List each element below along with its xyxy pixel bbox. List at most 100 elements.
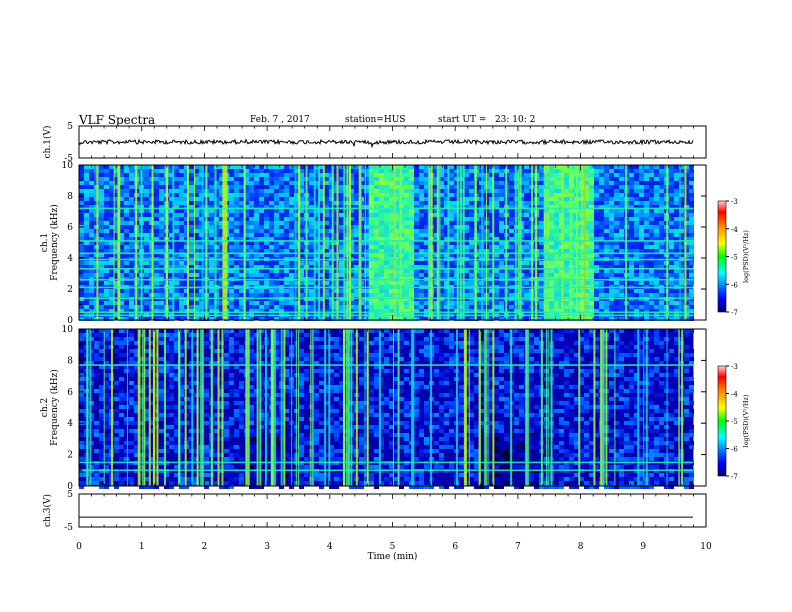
- sferic-streak: [456, 165, 459, 320]
- sferic-streak: [217, 329, 220, 486]
- sferic-streaks: [96, 165, 687, 320]
- station-label: station=HUS: [345, 115, 406, 125]
- sferic-streak: [225, 165, 228, 320]
- y-tick-label: 0: [67, 316, 73, 326]
- sferic-streak: [156, 329, 159, 486]
- sferic-streak: [394, 165, 397, 320]
- sferic-streak: [212, 329, 214, 486]
- sferic-streak: [412, 329, 415, 486]
- time-axis: 0 1 2 3 4 5 6 7 8 9 10 Time (min): [76, 126, 712, 562]
- ch1-colorbar: -3 -4 -5 -6 -7 log(PSD)(V²/Hz): [717, 198, 750, 317]
- x-tick-label: 2: [202, 542, 208, 552]
- sferic-streak: [343, 165, 346, 320]
- sferic-streak: [614, 329, 616, 486]
- sferic-streak: [492, 165, 495, 320]
- sferic-streak: [151, 165, 154, 320]
- sferic-streak: [484, 329, 487, 486]
- y-tick-label: 8: [67, 192, 73, 202]
- sferic-streak: [645, 329, 647, 486]
- sferic-streak: [96, 165, 99, 320]
- x-tick-label: 1: [139, 542, 145, 552]
- sferic-streak: [165, 165, 168, 320]
- sferic-streak: [247, 329, 250, 486]
- sferic-streak: [430, 329, 433, 486]
- sferic-streak: [201, 165, 204, 320]
- x-tick-label: 4: [327, 542, 333, 552]
- sferic-streak: [468, 329, 470, 486]
- sferic-streak: [215, 165, 217, 320]
- figure-title: VLF Spectra: [79, 113, 156, 127]
- sferic-streak: [487, 329, 489, 486]
- ch1-spectrogram-panel: 0 2 4 6 8 10 ch.1 Frequency (kHz): [40, 161, 707, 326]
- y-tick-label: 6: [67, 388, 73, 398]
- sferic-streak: [256, 329, 259, 486]
- sferic-streak: [89, 329, 92, 486]
- sferic-streak: [342, 329, 345, 486]
- sferic-streak: [126, 329, 128, 486]
- y-tick-label: 10: [62, 161, 74, 171]
- sferic-streak: [666, 165, 669, 320]
- sferic-streak: [397, 329, 400, 486]
- sferic-streak: [474, 165, 477, 320]
- sferic-streak: [243, 165, 246, 320]
- sferic-streak: [347, 329, 350, 486]
- sferic-streak: [349, 165, 352, 320]
- colorbar-tick-label: -5: [731, 418, 738, 426]
- sferic-streak: [436, 165, 439, 320]
- sferic-streak: [199, 329, 202, 486]
- x-tick-label: 6: [452, 542, 458, 552]
- sferic-streak: [486, 329, 488, 486]
- sferic-streak: [223, 165, 226, 320]
- sferic-streak: [584, 165, 586, 320]
- sferic-streak: [138, 329, 141, 486]
- x-tick-label: 8: [578, 542, 584, 552]
- sferic-streak: [345, 329, 348, 486]
- sferic-streak: [430, 165, 433, 320]
- y-axis-label: ch.2: [40, 398, 50, 417]
- sferic-streak: [525, 329, 528, 486]
- sferic-streak: [514, 165, 517, 320]
- sferic-streak: [110, 329, 113, 486]
- sferic-streak: [510, 329, 513, 486]
- sferic-streak: [464, 329, 467, 486]
- sferic-streak: [222, 165, 225, 320]
- sferic-streak: [358, 165, 361, 320]
- sferic-streak: [526, 329, 529, 486]
- colorbar-tick-label: -7: [731, 473, 738, 481]
- sferic-streak: [399, 165, 402, 320]
- sferic-streak: [355, 329, 358, 486]
- sferic-streak: [191, 329, 194, 486]
- sferic-streak: [350, 329, 353, 486]
- x-tick-label: 3: [264, 542, 270, 552]
- sferic-streak: [305, 165, 308, 320]
- sferic-streak: [298, 329, 300, 486]
- sferic-streak: [540, 329, 543, 486]
- ch2-colorbar: -3 -4 -5 -6 -7 log(PSD)(V²/Hz): [717, 363, 750, 481]
- waveform-trace: [78, 138, 694, 149]
- colorbar-gradient: [717, 365, 727, 477]
- sferic-streak: [201, 329, 204, 486]
- colorbar-gradient: [717, 200, 727, 313]
- sferic-streak: [164, 329, 167, 486]
- sferic-streak: [331, 165, 334, 320]
- y-axis-label: ch.1(V): [42, 126, 53, 159]
- sferic-streak: [535, 165, 538, 320]
- sferic-streak: [248, 329, 250, 486]
- sferic-streak: [455, 329, 458, 486]
- sferic-streak: [137, 329, 139, 486]
- sferic-streak: [637, 329, 640, 486]
- sferic-streak: [679, 165, 681, 320]
- sferic-streak: [271, 329, 274, 486]
- start-time-label: start UT = 23: 10: 2: [438, 115, 536, 125]
- sferic-streak: [135, 165, 138, 320]
- sferic-streak: [172, 165, 175, 320]
- active-interval: [542, 165, 594, 320]
- y-tick-label: 4: [67, 419, 73, 429]
- sferic-streak: [313, 165, 316, 320]
- sferic-streak: [545, 165, 547, 320]
- sferic-streak: [570, 165, 573, 320]
- colorbar-tick-label: -3: [731, 363, 738, 371]
- y-tick-label: -5: [64, 154, 73, 164]
- sferic-streak: [177, 329, 179, 486]
